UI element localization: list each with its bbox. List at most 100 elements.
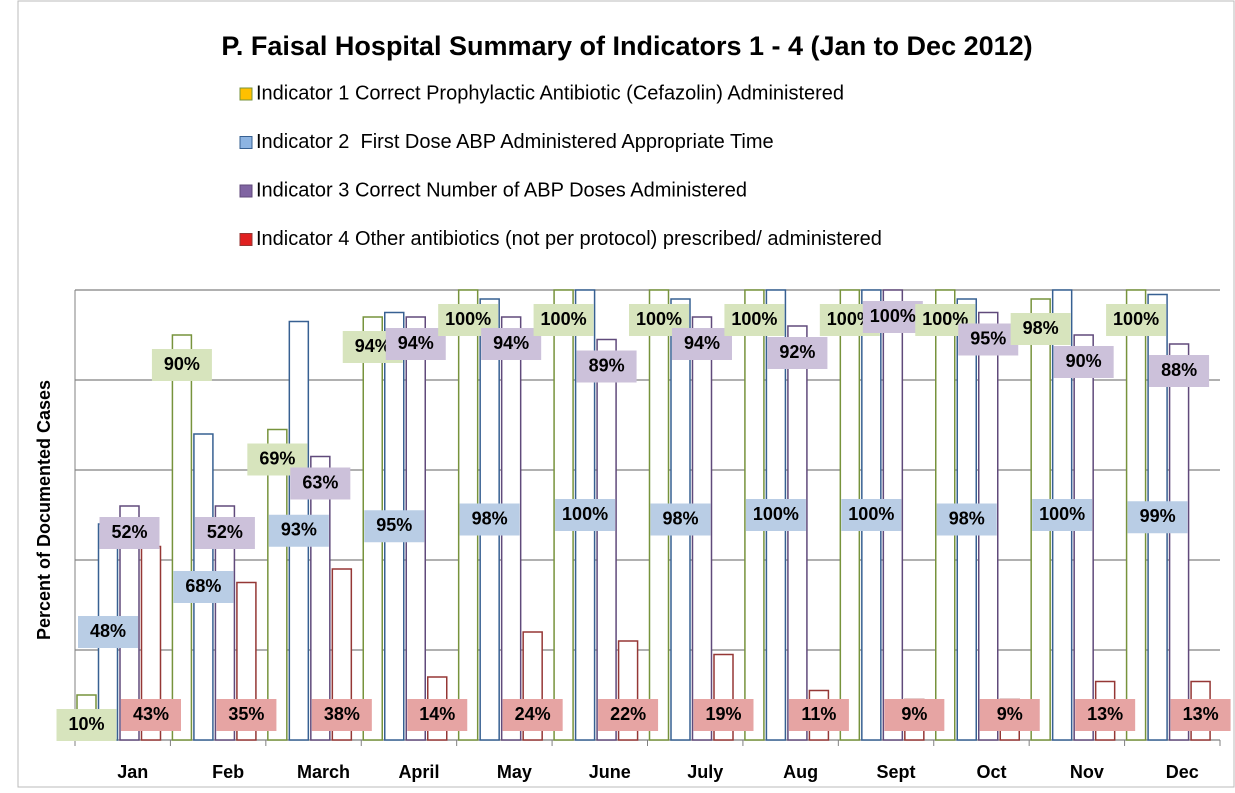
data-label: 100% [731, 309, 777, 329]
bar [1168, 343, 1190, 741]
chart-title: P. Faisal Hospital Summary of Indicators… [221, 31, 1032, 61]
data-label: 19% [705, 704, 741, 724]
legend-label: Indicator 3 Correct Number of ABP Doses … [256, 179, 747, 201]
legend-swatch [239, 87, 253, 101]
data-label: 100% [1039, 504, 1085, 524]
legend-label: Indicator 1 Correct Prophylactic Antibio… [256, 82, 844, 104]
data-label: 24% [515, 704, 551, 724]
data-label-bg [598, 699, 659, 731]
data-label: 92% [779, 342, 815, 362]
data-label: 100% [1113, 309, 1159, 329]
data-label-bg [724, 304, 785, 336]
data-label: 95% [376, 515, 412, 535]
x-tick-label: Nov [1070, 762, 1104, 782]
data-label: 98% [949, 508, 985, 528]
data-label-bg [99, 517, 160, 549]
data-label: 100% [753, 504, 799, 524]
data-label-bg [78, 616, 138, 648]
bar [787, 325, 808, 741]
data-label: 68% [185, 576, 221, 596]
data-label: 98% [472, 508, 508, 528]
legend-swatch [239, 136, 253, 149]
x-tick-label: Oct [976, 762, 1006, 782]
legend-label: Indicator 2 First Dose ABP Administered … [256, 131, 774, 153]
data-label: 100% [636, 309, 682, 329]
data-label-bg [194, 517, 255, 549]
data-label: 98% [1023, 318, 1059, 338]
bar [596, 338, 617, 741]
data-label-bg [56, 709, 117, 741]
data-label: 90% [1066, 351, 1102, 371]
data-label: 100% [541, 309, 587, 329]
data-label-bg [407, 699, 468, 731]
bar [331, 568, 353, 741]
data-label-bg [693, 699, 754, 731]
data-label: 98% [662, 508, 698, 528]
data-label: 100% [562, 504, 608, 524]
data-label-bg [745, 499, 806, 531]
data-label: 35% [228, 704, 264, 724]
data-label-bg [1053, 346, 1114, 378]
data-label-bg [650, 503, 711, 536]
x-tick-label: Feb [212, 762, 244, 782]
data-label-bg [1170, 699, 1231, 731]
data-label-bg [841, 499, 902, 531]
data-label: 100% [848, 504, 894, 524]
x-tick-label: Jan [117, 762, 148, 782]
x-tick-label: March [297, 762, 350, 782]
data-label: 10% [68, 714, 104, 734]
data-label-bg [290, 467, 351, 500]
data-label-bg [958, 323, 1019, 356]
data-label-bg [1149, 355, 1210, 387]
data-label: 52% [111, 522, 147, 542]
data-label-bg [576, 350, 637, 383]
data-label: 100% [445, 309, 491, 329]
legend-swatch [239, 233, 253, 246]
x-tick-label: Aug [783, 762, 818, 782]
data-label-bg [884, 699, 945, 731]
data-label-bg [672, 328, 732, 360]
data-label: 11% [801, 704, 836, 724]
data-label-bg [481, 328, 542, 360]
data-label: 88% [1161, 360, 1197, 380]
data-label-bg [121, 699, 181, 731]
data-label-bg [1106, 304, 1167, 336]
data-label: 38% [324, 704, 360, 724]
data-label: 13% [1183, 704, 1219, 724]
data-label: 9% [901, 704, 927, 724]
x-tick-label: Dec [1166, 762, 1199, 782]
data-label: 48% [90, 621, 126, 641]
data-label-bg [502, 699, 563, 731]
data-label-bg [1127, 501, 1188, 534]
bar [214, 505, 236, 741]
data-label: 52% [207, 522, 243, 542]
frame [17, 0, 1235, 788]
data-label-bg [268, 514, 329, 547]
data-label: 99% [1140, 506, 1176, 526]
data-label-bg [216, 699, 277, 731]
data-label: 9% [997, 704, 1023, 724]
legend-swatch [239, 184, 253, 198]
data-label-bg [459, 503, 520, 536]
x-tick-label: Sept [877, 762, 916, 782]
data-label: 94% [398, 333, 434, 353]
bar [267, 428, 288, 741]
data-label: 93% [281, 520, 317, 540]
data-label-bg [767, 337, 828, 369]
data-label-bg [533, 304, 594, 336]
data-label-bg [311, 699, 372, 731]
data-label-bg [364, 510, 425, 543]
data-label-bg [936, 503, 997, 536]
data-label: 69% [259, 448, 295, 468]
data-label: 94% [355, 336, 391, 356]
x-tick-label: April [398, 762, 439, 782]
x-tick-label: July [687, 762, 723, 782]
data-label-bg [1075, 699, 1136, 731]
data-label: 94% [493, 333, 529, 353]
data-label: 89% [589, 355, 625, 375]
data-label-bg [385, 328, 446, 360]
data-label: 100% [827, 309, 873, 329]
data-label: 63% [302, 472, 338, 492]
data-label-bg [173, 571, 234, 603]
